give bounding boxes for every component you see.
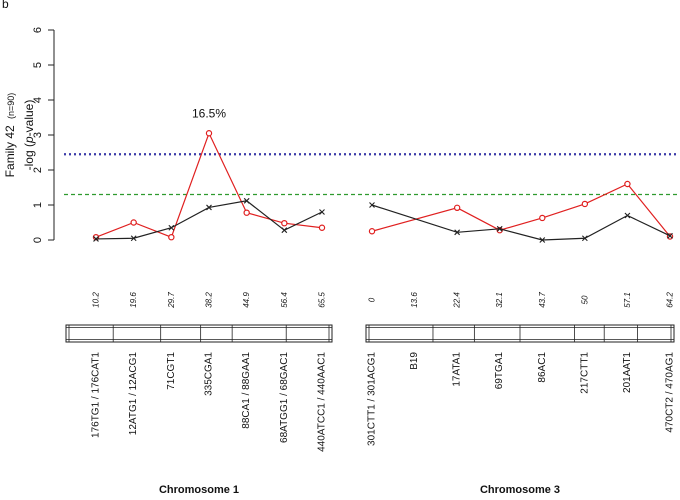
position-label-chr1-2: 29.7 (167, 292, 176, 309)
marker-label-chr1-0: 176TG1 / 176CAT1 (91, 352, 102, 438)
position-label-chr2-4: 43.7 (538, 292, 547, 308)
y-tick-label-0: 0 (32, 237, 44, 243)
x-marker-stroke (496, 225, 503, 232)
marker-label-chr1-4: 88CA1 / 88GAA1 (241, 352, 252, 429)
data-point-chr2-black-2 (454, 229, 461, 236)
position-label-chr1-0: 10.2 (92, 292, 101, 308)
data-point-chr2-black-4 (539, 237, 546, 243)
data-point-chr2-black-0 (369, 202, 375, 208)
plot-layer: 16.5% (64, 106, 678, 243)
y-axis-label-family-name: Family 42 (3, 125, 17, 177)
marker-label-chr2-5: 217CTT1 (579, 352, 590, 394)
data-point-chr1-red-4 (243, 209, 250, 216)
data-point-chr1-black-6 (319, 209, 325, 215)
y-axis-label-suffix: -value) (22, 100, 36, 137)
chromosome-bar-1 (65, 324, 333, 343)
y-axis: 0 1 2 3 4 5 6 (32, 27, 55, 243)
y-tick-label-1: 1 (32, 202, 44, 208)
data-point-chr2-red-0 (368, 228, 376, 235)
chromosome-label-1: Chromosome 1 (159, 484, 239, 496)
panel-label: b (2, 0, 9, 11)
series-line-chr2-red (371, 183, 671, 237)
data-point-chr2-red-4 (539, 214, 546, 222)
position-label-chr2-1: 13.6 (410, 292, 419, 308)
x-marker-stroke (667, 232, 673, 239)
position-label-chr2-2: 22.4 (453, 292, 462, 309)
data-point-chr2-black-7 (667, 232, 673, 239)
data-point-chr2-red-6 (624, 180, 631, 188)
data-point-chr1-black-4 (243, 197, 250, 204)
position-label-chr2-6: 57.1 (623, 292, 632, 308)
position-label-chr1-1: 19.6 (129, 292, 138, 308)
y-axis-label-family: Family 42 (n=90) (3, 93, 17, 178)
data-point-chr1-black-1 (130, 235, 137, 242)
marker-label-chr2-4: 86AC1 (537, 352, 548, 383)
marker-label-chr2-6: 201AAT1 (622, 352, 633, 393)
x-marker-stroke (206, 204, 212, 211)
marker-label-chr2-3: 69TGA1 (494, 352, 505, 390)
x-marker-stroke (243, 197, 250, 204)
y-tick-label-4: 4 (32, 97, 44, 103)
x-marker-stroke (319, 209, 325, 215)
y-tick-label-3: 3 (32, 132, 44, 138)
x-marker-stroke (454, 229, 461, 236)
y-axis-label-n: (n=90) (6, 93, 16, 119)
series-line-chr1-black (95, 200, 323, 240)
data-point-chr2-black-3 (496, 225, 503, 232)
position-label-chr2-5: 50 (580, 295, 589, 304)
y-axis-label-p: p (22, 136, 36, 144)
position-label-chr1-5: 56.4 (280, 292, 289, 308)
position-label-chr2-3: 32.1 (495, 292, 504, 308)
x-marker-stroke (281, 227, 288, 234)
x-marker-stroke (93, 236, 99, 242)
data-point-chr1-red-1 (130, 219, 137, 226)
data-point-chr1-black-3 (206, 204, 212, 211)
marker-label-chr2-2: 17ATA1 (452, 352, 463, 387)
marker-label-chr2-7: 470CT2 / 470AG1 (665, 352, 676, 433)
peak-annotation: 16.5% (192, 106, 226, 120)
x-marker-stroke (539, 237, 546, 243)
data-point-chr1-black-0 (93, 236, 99, 242)
data-point-chr1-red-5 (281, 219, 288, 227)
position-label-chr1-4: 44.9 (242, 292, 251, 308)
marker-label-chr1-6: 440ATCC1 / 440AAC1 (317, 352, 328, 452)
y-axis-label-prefix: -log ( (22, 143, 36, 170)
x-marker-stroke (130, 235, 137, 242)
y-tick-label-5: 5 (32, 62, 44, 68)
y-tick-label-6: 6 (32, 27, 44, 33)
data-point-chr1-black-2 (168, 224, 175, 231)
x-marker-stroke (624, 212, 631, 219)
x-marker-stroke (168, 224, 175, 231)
marker-label-chr1-5: 68ATGG1 / 68GAC1 (279, 352, 290, 443)
series-line-chr1-red (95, 131, 323, 238)
data-point-chr1-black-5 (281, 227, 288, 234)
x-marker-stroke (369, 202, 375, 208)
data-point-chr1-red-2 (168, 233, 175, 241)
data-point-chr2-red-5 (581, 200, 589, 208)
position-label-chr1-6: 65.5 (318, 292, 327, 308)
genetic-map-layer: 10.2 19.6 29.7 38.2 44.9 56.4 65.5 176TG1 / 176… (65, 292, 676, 496)
y-tick-label-2: 2 (32, 167, 44, 173)
position-label-chr2-0: 0 (368, 297, 377, 302)
series-line-chr2-black (371, 204, 671, 241)
data-point-chr2-black-6 (624, 212, 631, 219)
data-point-chr2-black-5 (581, 235, 588, 242)
position-label-chr1-3: 38.2 (205, 292, 214, 308)
position-label-chr2-7: 64.2 (666, 292, 675, 308)
data-point-chr2-red-2 (453, 204, 461, 211)
data-point-chr1-red-6 (318, 224, 326, 231)
marker-label-chr2-1: B19 (409, 352, 420, 370)
marker-label-chr2-0: 301CTT1 / 301ACG1 (367, 352, 378, 446)
marker-label-chr1-3: 335CGA1 (204, 352, 215, 396)
marker-label-chr1-2: 71CGT1 (166, 352, 177, 390)
x-marker-stroke (581, 235, 588, 242)
marker-label-chr1-1: 12ATG1 / 12ACG1 (128, 352, 139, 436)
chromosome-label-2: Chromosome 3 (480, 484, 560, 496)
y-axis-label-metric: -log (p-value) (22, 100, 36, 171)
data-point-chr1-red-3 (205, 130, 213, 137)
